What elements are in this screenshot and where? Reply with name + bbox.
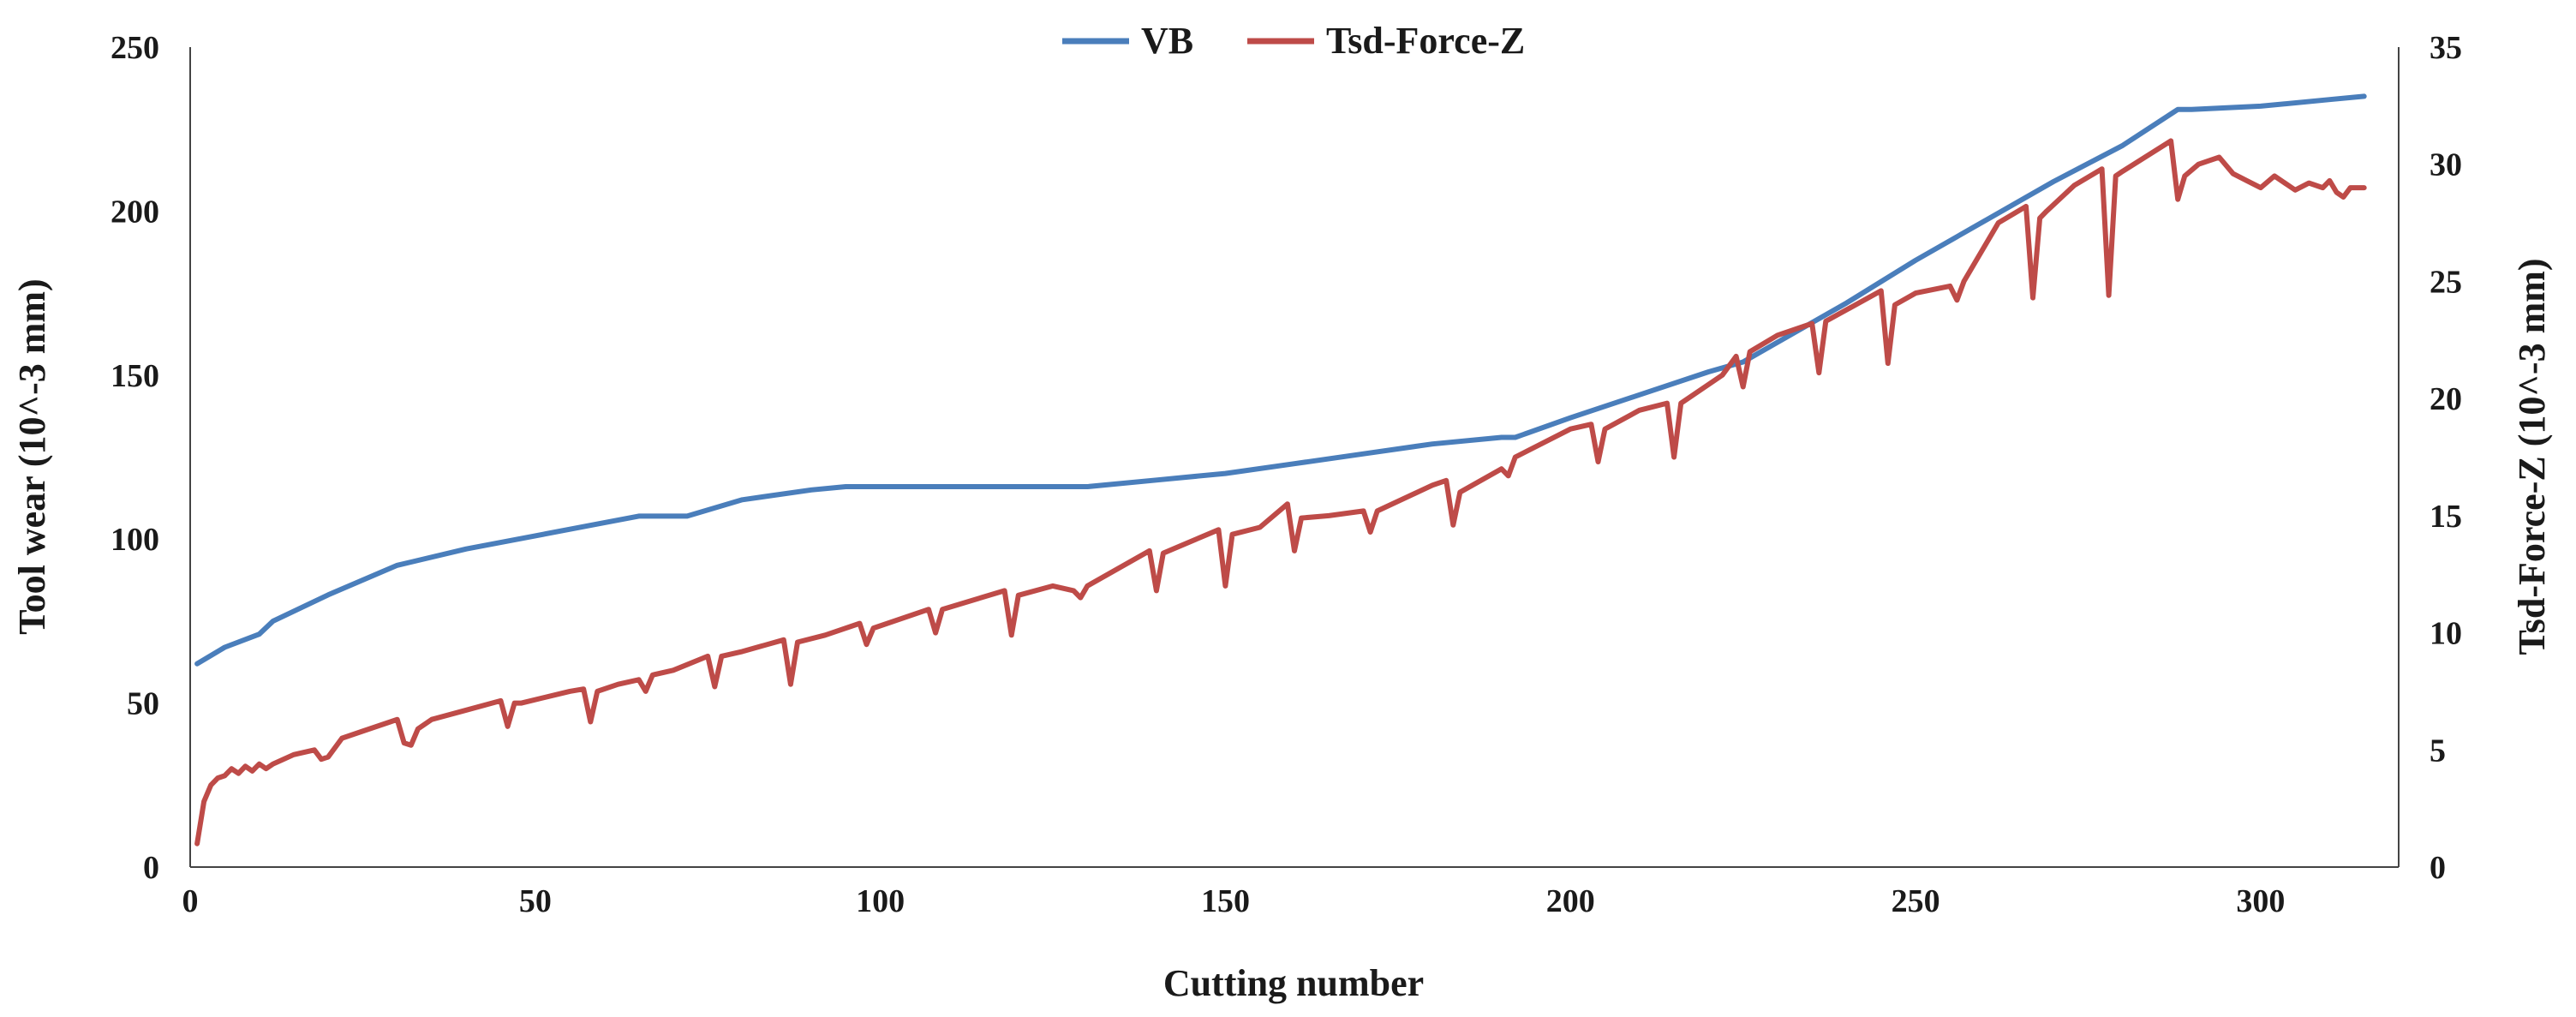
y-left-tick-label: 50 — [127, 686, 159, 722]
x-tick-label: 100 — [856, 883, 905, 919]
y-axis-left-title: Tool wear (10^-3 mm) — [11, 278, 53, 634]
x-tick-label: 50 — [519, 883, 552, 919]
y-left-tick-label: 0 — [143, 850, 159, 886]
y-left-tick-label: 250 — [111, 30, 159, 66]
x-tick-labels: 0 50 100 150 200 250 300 — [182, 883, 2286, 919]
y-left-tick-label: 100 — [111, 522, 159, 558]
series-line-vb — [194, 93, 2367, 667]
series-line-tsd-force-z — [194, 138, 2367, 847]
y-right-tick-label: 0 — [2430, 850, 2446, 886]
y-left-tick-label: 150 — [111, 358, 159, 394]
x-tick-label: 150 — [1201, 883, 1250, 919]
x-tick-label: 300 — [2236, 883, 2285, 919]
y-right-tick-label: 10 — [2430, 616, 2462, 652]
y-right-tick-label: 5 — [2430, 733, 2446, 769]
legend-label-vb: VB — [1141, 20, 1193, 62]
y-right-tick-label: 30 — [2430, 147, 2462, 183]
y-axis-right-title: Tsd-Force-Z (10^-3 mm) — [2511, 258, 2553, 655]
legend-label-tsd-force-z: Tsd-Force-Z — [1326, 20, 1525, 62]
y-left-tick-labels: 0 50 100 150 200 250 — [111, 30, 159, 886]
y-left-tick-label: 200 — [111, 194, 159, 230]
x-tick-label: 200 — [1546, 883, 1595, 919]
x-axis-title: Cutting number — [1163, 962, 1424, 1004]
y-right-tick-labels: 0 5 10 15 20 25 30 35 — [2430, 30, 2462, 886]
y-right-tick-label: 35 — [2430, 30, 2462, 66]
legend: VB Tsd-Force-Z — [1062, 20, 1525, 62]
x-tick-label: 250 — [1892, 883, 1940, 919]
y-right-tick-label: 25 — [2430, 264, 2462, 300]
y-right-tick-label: 15 — [2430, 499, 2462, 535]
y-right-tick-label: 20 — [2430, 381, 2462, 417]
x-tick-label: 0 — [182, 883, 199, 919]
